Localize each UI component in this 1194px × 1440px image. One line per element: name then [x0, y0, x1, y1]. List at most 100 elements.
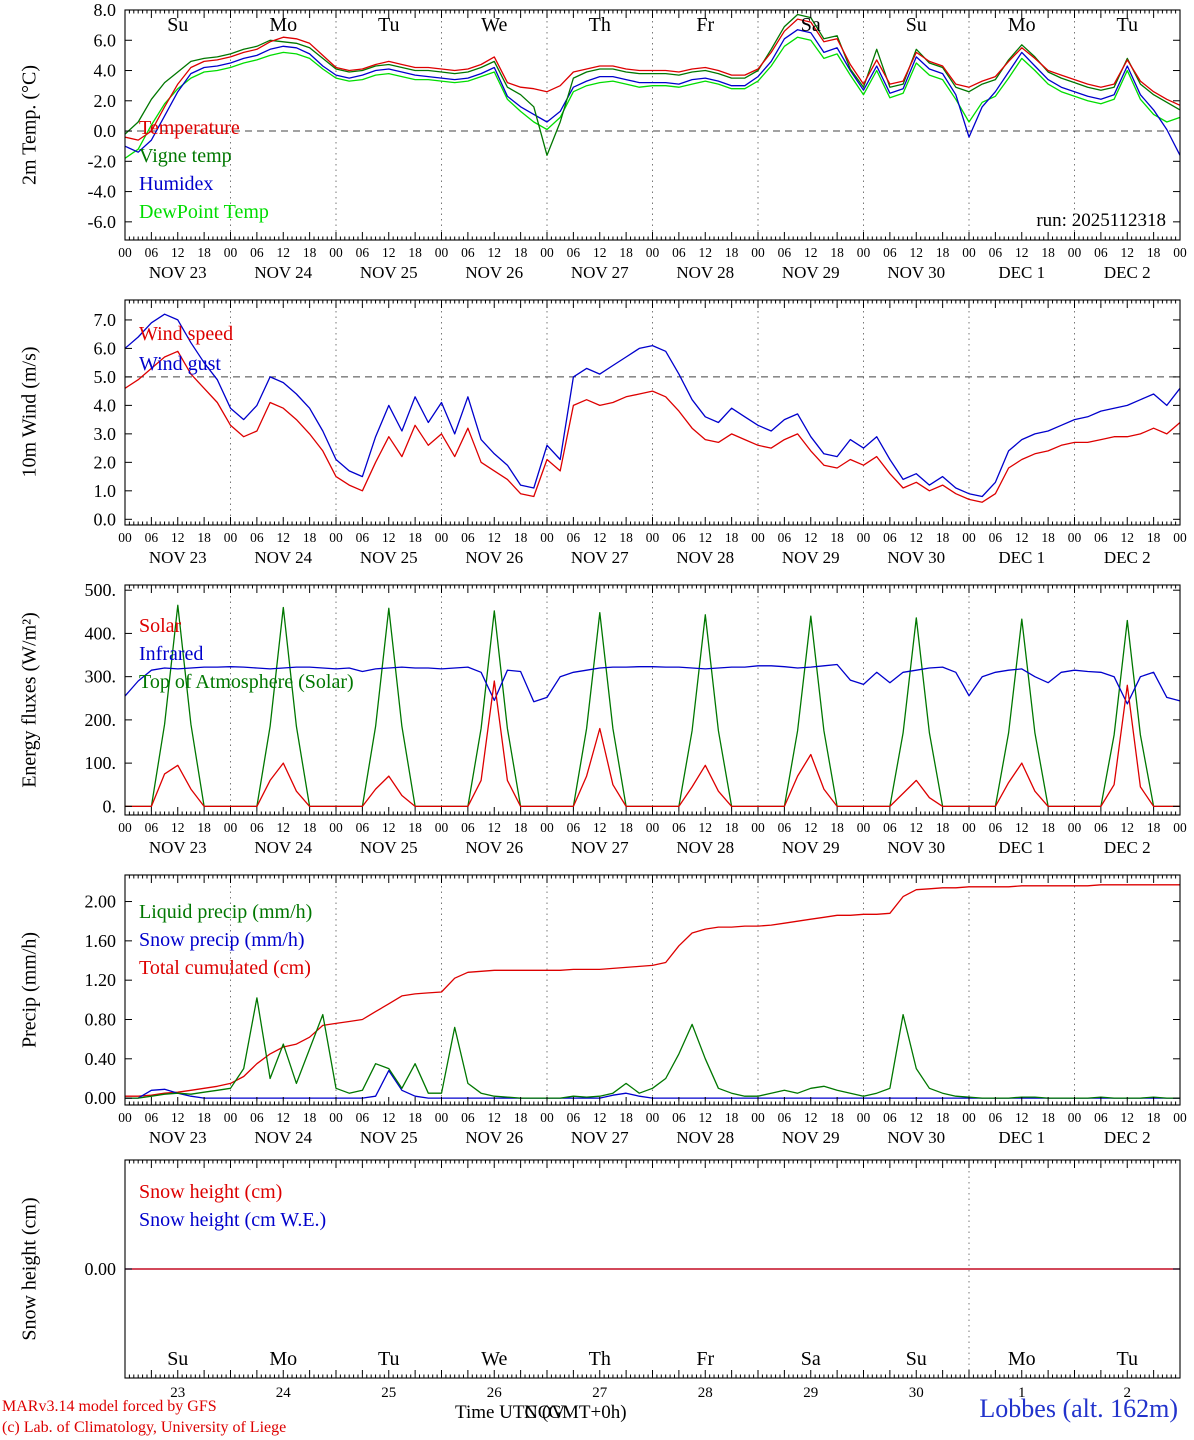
hour-tick-label: 12 — [488, 245, 502, 260]
y-tick-label: 0. — [103, 796, 117, 816]
date-label: NOV 25 — [360, 263, 418, 282]
time-axis-title: Time UTC (GMT+0h) — [455, 1402, 627, 1423]
day-of-week-label: Mo — [1008, 14, 1036, 36]
hour-tick-label: 00 — [1068, 530, 1082, 545]
ylabel-energy: Energy fluxes (W/m²) — [18, 612, 41, 788]
hour-tick-label: 18 — [408, 245, 422, 260]
legend-wind-gust: Wind gust — [139, 353, 221, 375]
hour-tick-label: 12 — [382, 1110, 396, 1125]
series-line — [125, 997, 1180, 1099]
y-tick-label: -4.0 — [88, 182, 117, 202]
hour-tick-label: 00 — [962, 820, 976, 835]
series-line — [125, 680, 1180, 808]
date-label: DEC 1 — [998, 548, 1045, 567]
hour-tick-label: 06 — [883, 530, 897, 545]
hour-tick-label: 00 — [1068, 245, 1082, 260]
hour-tick-label: 12 — [171, 820, 185, 835]
hour-tick-label: 18 — [830, 530, 844, 545]
hour-tick-label: 12 — [699, 245, 713, 260]
hour-tick-label: 12 — [171, 1110, 185, 1125]
date-label: NOV 26 — [465, 838, 523, 857]
hour-tick-label: 12 — [699, 1110, 713, 1125]
date-label: NOV 24 — [254, 838, 312, 857]
y-tick-label: 5.0 — [94, 367, 117, 387]
hour-tick-label: 18 — [1147, 1110, 1161, 1125]
hour-tick-label: 12 — [910, 820, 924, 835]
hour-tick-label: 06 — [778, 245, 792, 260]
date-label: NOV 29 — [782, 548, 840, 567]
hour-tick-label: 06 — [778, 530, 792, 545]
hour-tick-label: 00 — [646, 820, 660, 835]
hour-tick-label: 06 — [145, 820, 159, 835]
hour-tick-label: 12 — [1015, 820, 1029, 835]
hour-tick-label: 12 — [1015, 530, 1029, 545]
date-label: NOV 23 — [149, 548, 207, 567]
legend-solar: Solar — [139, 615, 182, 637]
hour-tick-label: 00 — [751, 245, 765, 260]
hour-tick-label: 18 — [725, 1110, 739, 1125]
ylabel-snow: Snow height (cm) — [18, 1197, 41, 1341]
panel-temp: 8.06.04.02.00.0-2.0-4.0-6.000 06 12 18 00 06 1… — [88, 0, 1188, 282]
hour-tick-label: 12 — [171, 245, 185, 260]
y-tick-label: 6.0 — [94, 30, 117, 50]
date-label: NOV 27 — [571, 1128, 629, 1147]
hour-tick-label: 18 — [1147, 245, 1161, 260]
date-label: NOV 24 — [254, 1128, 312, 1147]
date-label: NOV 28 — [676, 263, 734, 282]
hour-tick-label: 06 — [145, 245, 159, 260]
hour-tick-label: 06 — [989, 1110, 1003, 1125]
hour-tick-label: 12 — [804, 245, 818, 260]
hour-tick-label: 06 — [989, 820, 1003, 835]
y-tick-label: 100. — [85, 753, 117, 773]
day-of-week-label: Mo — [269, 14, 297, 36]
hour-tick-label: 00 — [224, 820, 238, 835]
hour-tick-label: 00 — [329, 1110, 343, 1125]
y-tick-label: 6.0 — [94, 338, 117, 358]
day-of-week-label: Su — [167, 14, 188, 36]
hour-tick-label: 00 — [540, 245, 554, 260]
hour-tick-label: 18 — [303, 1110, 317, 1125]
date-label: DEC 1 — [998, 1128, 1045, 1147]
day-number-label: 23 — [170, 1385, 185, 1401]
day-of-week-label: Tu — [378, 1348, 400, 1370]
hour-tick-label: 12 — [277, 1110, 291, 1125]
day-of-week-label: Su — [906, 14, 927, 36]
hour-tick-label: 00 — [435, 820, 449, 835]
date-label: NOV 28 — [676, 548, 734, 567]
date-label: NOV 29 — [782, 263, 840, 282]
series-line — [124, 18, 1181, 141]
hour-tick-label: 18 — [197, 245, 211, 260]
hour-tick-label: 12 — [277, 530, 291, 545]
hour-tick-label: 06 — [672, 245, 686, 260]
hour-tick-label: 06 — [250, 530, 264, 545]
hour-tick-label: 00 — [224, 245, 238, 260]
hour-tick-label: 06 — [145, 1110, 159, 1125]
hour-tick-label: 12 — [382, 530, 396, 545]
date-label: DEC 1 — [998, 838, 1045, 857]
hour-tick-label: 06 — [356, 245, 370, 260]
hour-tick-label: 00 — [118, 820, 132, 835]
hour-tick-label: 00 — [1173, 820, 1187, 835]
hour-tick-label: 06 — [672, 530, 686, 545]
hour-tick-label: 06 — [778, 820, 792, 835]
hour-tick-label: 12 — [171, 530, 185, 545]
hour-tick-label: 18 — [619, 1110, 633, 1125]
y-tick-label: 0.0 — [94, 121, 117, 141]
hour-tick-label: 06 — [1094, 530, 1108, 545]
date-label: NOV 25 — [360, 548, 418, 567]
hour-tick-label: 18 — [830, 820, 844, 835]
hour-tick-label: 06 — [567, 530, 581, 545]
hour-tick-label: 06 — [1094, 245, 1108, 260]
hour-tick-label: 06 — [461, 245, 475, 260]
hour-tick-label: 06 — [1094, 820, 1108, 835]
panel-energy: 500.400.300.200.100.0.00 06 12 18 00 06 12 18 00… — [85, 580, 1188, 857]
legend-wind-speed: Wind speed — [139, 323, 234, 345]
hour-tick-label: 00 — [962, 530, 976, 545]
hour-tick-label: 18 — [514, 530, 528, 545]
hour-tick-label: 06 — [672, 820, 686, 835]
hour-tick-label: 18 — [936, 530, 950, 545]
hour-tick-label: 00 — [329, 530, 343, 545]
temp-legend: Temperature Vigne temp Humidex DewPoint … — [139, 114, 269, 226]
y-tick-label: 0.40 — [85, 1049, 117, 1069]
